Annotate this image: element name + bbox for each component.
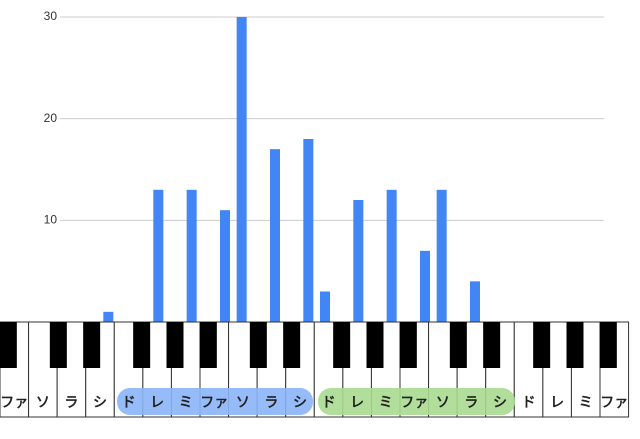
- bar: [153, 189, 164, 322]
- black-key: [599, 322, 617, 368]
- black-key: [566, 322, 584, 368]
- white-key: [570, 321, 601, 418]
- key-label: ソ: [36, 395, 50, 411]
- key-label: ソ: [436, 395, 450, 411]
- black-key: [366, 322, 384, 368]
- key-label: ド: [322, 395, 336, 411]
- key-label: ソ: [236, 395, 250, 411]
- bar: [319, 291, 330, 322]
- key-label: レ: [150, 395, 164, 411]
- black-key: [483, 322, 501, 368]
- key-label: ファ: [200, 395, 228, 411]
- bar: [219, 210, 230, 322]
- y-tick-label: 30: [44, 9, 58, 23]
- key-label: ファ: [0, 395, 28, 411]
- key-label: ラ: [264, 395, 278, 411]
- key-label: ファ: [600, 395, 628, 411]
- key-label: シ: [493, 395, 507, 411]
- black-key: [133, 322, 151, 368]
- bar: [419, 250, 430, 322]
- key-label: レ: [350, 395, 364, 411]
- black-key: [166, 322, 184, 368]
- y-tick-label: 10: [44, 213, 58, 227]
- key-label: シ: [293, 395, 307, 411]
- black-key: [399, 322, 417, 368]
- bar: [386, 189, 397, 322]
- key-label: ラ: [64, 395, 78, 411]
- bar: [469, 281, 480, 322]
- key-label: ド: [122, 395, 136, 411]
- green-group: [318, 388, 515, 415]
- black-key: [199, 322, 217, 368]
- bar: [103, 311, 114, 322]
- key-label: ラ: [464, 395, 478, 411]
- black-key: [249, 322, 267, 368]
- blue-group: [117, 388, 313, 415]
- black-key: [49, 322, 67, 368]
- black-key: [333, 322, 351, 368]
- key-label: ミ: [379, 395, 393, 411]
- bar: [303, 139, 314, 322]
- key-label: ド: [522, 395, 536, 411]
- key-label: シ: [93, 395, 107, 411]
- key-label: ミ: [579, 395, 593, 411]
- y-tick-label: 20: [44, 111, 58, 125]
- key-label: ミ: [179, 395, 193, 411]
- black-key: [83, 322, 101, 368]
- black-key: [449, 322, 467, 368]
- black-key: [533, 322, 551, 368]
- black-key: [0, 322, 17, 368]
- key-label: レ: [550, 395, 564, 411]
- black-key: [283, 322, 301, 368]
- bar: [236, 17, 247, 322]
- bar: [269, 149, 280, 322]
- bar: [436, 189, 447, 322]
- bar: [186, 189, 197, 322]
- bar: [353, 200, 364, 322]
- key-label: ファ: [400, 395, 428, 411]
